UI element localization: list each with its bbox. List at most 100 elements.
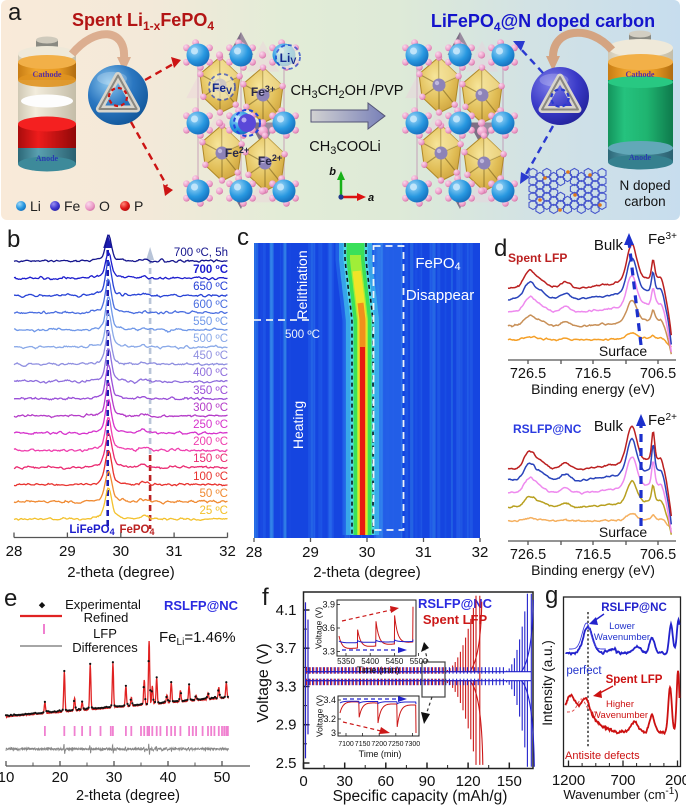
svg-text:RSLFP@NC: RSLFP@NC (164, 598, 239, 613)
svg-text:Differences: Differences (72, 640, 138, 655)
svg-text:700 ºC: 700 ºC (193, 264, 228, 276)
svg-text:7150: 7150 (355, 741, 371, 748)
svg-text:O: O (99, 198, 110, 214)
svg-text:Fe: Fe (64, 198, 81, 214)
svg-text:d: d (494, 235, 507, 262)
svg-text:2-theta (degree): 2-theta (degree) (313, 564, 421, 581)
svg-text:Time (min): Time (min) (357, 665, 400, 675)
svg-text:CH3COOLi: CH3COOLi (309, 139, 380, 157)
svg-text:Anode: Anode (629, 153, 652, 162)
svg-text:7250: 7250 (388, 741, 404, 748)
svg-text:600 ºC: 600 ºC (193, 299, 228, 311)
svg-text:carbon: carbon (624, 194, 665, 209)
svg-text:Heating: Heating (290, 401, 306, 449)
svg-text:25 ºC: 25 ºC (200, 505, 229, 517)
svg-text:29: 29 (302, 544, 319, 561)
svg-text:3.6: 3.6 (322, 623, 335, 633)
svg-text:28: 28 (246, 544, 263, 561)
svg-text:500 ºC: 500 ºC (193, 333, 228, 345)
svg-text:20: 20 (52, 769, 69, 786)
svg-text:550 ºC: 550 ºC (193, 316, 228, 328)
svg-text:Surface: Surface (599, 524, 647, 540)
svg-text:Cathode: Cathode (626, 70, 655, 79)
svg-text:LFP: LFP (93, 626, 117, 641)
svg-text:200 ºC: 200 ºC (193, 436, 228, 448)
svg-text:3.4: 3.4 (323, 695, 336, 705)
svg-text:2.5: 2.5 (276, 755, 297, 772)
svg-text:Binding energy (eV): Binding energy (eV) (531, 562, 655, 578)
svg-text:100 ºC: 100 ºC (193, 471, 228, 483)
svg-text:N doped: N doped (619, 178, 670, 193)
svg-text:Antisite defects: Antisite defects (565, 750, 640, 762)
svg-text:30: 30 (359, 544, 376, 561)
svg-text:706.5: 706.5 (640, 547, 676, 563)
svg-text:650 ºC: 650 ºC (193, 281, 228, 293)
svg-text:706.5: 706.5 (640, 366, 676, 382)
svg-text:50: 50 (214, 769, 231, 786)
svg-text:32: 32 (219, 543, 236, 560)
svg-text:5450: 5450 (386, 657, 404, 666)
svg-text:Wavenumber: Wavenumber (592, 710, 648, 721)
svg-text:5500: 5500 (410, 657, 428, 666)
svg-text:7300: 7300 (405, 741, 421, 748)
svg-text:Voltage (V): Voltage (V) (314, 607, 324, 649)
svg-text:Cathode: Cathode (33, 70, 62, 79)
svg-text:150: 150 (497, 773, 522, 790)
svg-text:40: 40 (160, 769, 177, 786)
svg-text:b: b (329, 166, 336, 178)
svg-text:31: 31 (166, 543, 183, 560)
svg-text:Bulk: Bulk (594, 237, 624, 254)
svg-text:60: 60 (377, 773, 394, 790)
svg-text:Surface: Surface (599, 343, 647, 359)
svg-text:Fe3+: Fe3+ (648, 231, 677, 248)
svg-text:30: 30 (112, 543, 129, 560)
svg-text:Refined: Refined (84, 610, 129, 625)
svg-text:Disappear: Disappear (406, 287, 474, 304)
svg-text:g: g (545, 582, 558, 609)
svg-text:726.5: 726.5 (510, 366, 546, 382)
svg-text:Voltage (V): Voltage (V) (315, 695, 325, 737)
svg-text:200: 200 (665, 772, 686, 789)
svg-text:3.9: 3.9 (322, 600, 335, 610)
svg-text:e: e (4, 585, 17, 612)
svg-text:Lower: Lower (609, 621, 635, 632)
svg-text:31: 31 (415, 544, 432, 561)
svg-text:1200: 1200 (552, 772, 585, 789)
svg-text:Higher: Higher (606, 699, 634, 710)
svg-text:726.5: 726.5 (510, 547, 546, 563)
svg-text:Spent LFP: Spent LFP (606, 674, 663, 686)
svg-text:FeLi=1.46%: FeLi=1.46% (159, 629, 236, 648)
svg-text:350 ºC: 350 ºC (193, 385, 228, 397)
svg-text:Fe2+: Fe2+ (648, 412, 677, 429)
svg-text:a: a (8, 0, 22, 26)
svg-text:Spent Li1-xFePO4: Spent Li1-xFePO4 (72, 10, 214, 33)
svg-text:2-theta (degree): 2-theta (degree) (67, 564, 175, 581)
svg-text:Relithiation: Relithiation (294, 250, 310, 319)
svg-text:Specific capacity (mAh/g): Specific capacity (mAh/g) (333, 788, 508, 805)
svg-text:RSLFP@NC: RSLFP@NC (418, 596, 493, 611)
svg-text:Spent LFP: Spent LFP (423, 612, 488, 627)
svg-text:5400: 5400 (361, 657, 379, 666)
svg-text:250 ºC: 250 ºC (193, 419, 228, 431)
svg-text:Spent LFP: Spent LFP (508, 251, 567, 265)
svg-text:300 ºC: 300 ºC (193, 402, 228, 414)
svg-text:LiFePO4: LiFePO4 (69, 524, 114, 537)
svg-text:f: f (262, 584, 269, 611)
svg-text:Wavenumber: Wavenumber (594, 632, 650, 643)
svg-text:28: 28 (6, 543, 23, 560)
svg-text:30: 30 (106, 769, 123, 786)
svg-text:P: P (134, 198, 143, 214)
svg-text:FePO4: FePO4 (415, 255, 460, 273)
svg-text:FePO4: FePO4 (119, 524, 154, 537)
svg-text:RSLFP@NC: RSLFP@NC (601, 602, 667, 614)
svg-text:120: 120 (456, 773, 481, 790)
svg-text:10: 10 (0, 769, 14, 786)
svg-text:0: 0 (299, 773, 307, 790)
svg-text:Experimental: Experimental (65, 597, 141, 612)
svg-text:30: 30 (336, 773, 353, 790)
svg-text:29: 29 (59, 543, 76, 560)
svg-text:Bulk: Bulk (594, 418, 624, 435)
svg-text:c: c (237, 224, 249, 251)
svg-text:Time (min): Time (min) (359, 749, 402, 759)
svg-text:7100: 7100 (338, 741, 354, 748)
